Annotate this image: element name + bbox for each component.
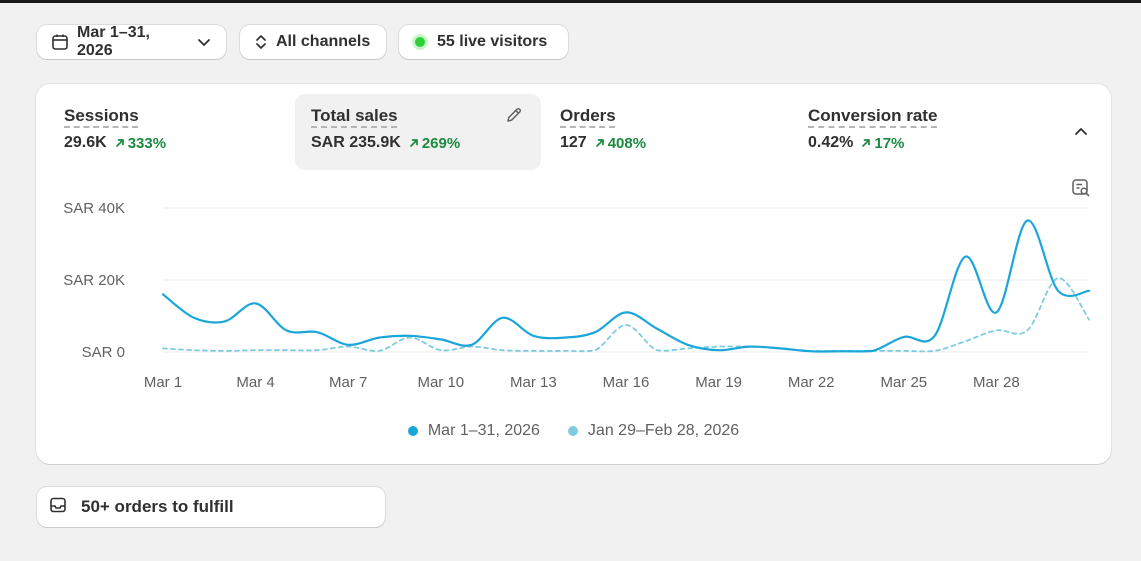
orders-to-fulfill-label: 50+ orders to fulfill (81, 497, 234, 516)
inbox-icon (49, 496, 67, 519)
x-tick-label: Mar 25 (880, 374, 927, 391)
orders-to-fulfill-button[interactable]: 50+ orders to fulfill (37, 487, 385, 527)
series-line-current (161, 219, 1091, 353)
metric-sessions[interactable]: Sessions 29.6K 333% (48, 94, 294, 170)
legend-dot-current (407, 426, 418, 436)
x-tick-label: Mar 13 (510, 374, 557, 391)
sort-arrows-icon (254, 33, 268, 51)
metric-change: 269% (409, 135, 460, 152)
metric-change: 17% (861, 135, 904, 152)
metric-orders[interactable]: Orders 127 408% (544, 94, 790, 170)
legend-label-current: Mar 1–31, 2026 (427, 422, 540, 439)
y-tick-label: SAR 0 (82, 344, 125, 361)
x-tick-label: Mar 7 (329, 374, 367, 391)
live-visitors-button[interactable]: 55 live visitors (399, 25, 568, 59)
y-tick-label: SAR 20K (63, 272, 125, 289)
channel-filter[interactable]: All channels (240, 25, 386, 59)
live-indicator-dot (415, 37, 425, 47)
channel-filter-label: All channels (276, 33, 371, 50)
x-tick-label: Mar 28 (973, 374, 1020, 391)
metric-value: SAR 235.9K (311, 134, 401, 151)
metric-change-value: 269% (421, 134, 461, 152)
calendar-icon (51, 33, 69, 51)
legend-item-previous[interactable]: Jan 29–Feb 28, 2026 (567, 422, 740, 440)
metric-value: 127 (560, 134, 587, 151)
metric-change-value: 333% (127, 134, 167, 152)
metric-total-sales[interactable]: Total sales SAR 235.9K 269% (295, 94, 541, 170)
y-tick-label: SAR 40K (63, 200, 125, 217)
arrow-up-right-icon (409, 139, 418, 147)
metric-value: 29.6K (64, 134, 107, 151)
legend-label-previous: Jan 29–Feb 28, 2026 (587, 422, 740, 439)
metric-change: 333% (115, 135, 166, 152)
metric-value: 0.42% (808, 134, 854, 151)
metric-conversion-rate[interactable]: Conversion rate 0.42% 17% (792, 94, 1038, 170)
x-tick-label: Mar 10 (417, 374, 464, 391)
x-tick-label: Mar 22 (788, 374, 835, 391)
arrow-up-right-icon (115, 139, 124, 147)
metric-label: Orders (560, 106, 616, 125)
arrow-up-right-icon (862, 139, 871, 147)
metric-label: Sessions (64, 106, 139, 125)
legend-item-current[interactable]: Mar 1–31, 2026 (407, 422, 540, 440)
x-tick-label: Mar 1 (144, 374, 182, 391)
date-range-label: Mar 1–31, 2026 (77, 24, 150, 59)
sales-chart: SAR 0 SAR 20K SAR 40K Mar 1 Mar 4 Mar 7 Mar 10… (63, 200, 1091, 391)
arrow-up-right-icon (595, 139, 604, 147)
analytics-card: SAR 0 SAR 20K SAR 40K Mar 1 Mar 4 Mar 7 Mar 10… (36, 84, 1111, 464)
chart-legend: Mar 1–31, 2026 Jan 29–Feb 28, 2026 (36, 422, 1111, 440)
chart-search-icon[interactable] (1071, 178, 1091, 203)
live-visitors-label: 55 live visitors (437, 33, 548, 50)
x-tick-label: Mar 16 (603, 374, 650, 391)
series-line-previous (162, 277, 1090, 353)
chevron-up-icon[interactable] (1073, 124, 1089, 145)
metric-change: 408% (595, 135, 646, 152)
x-tick-label: Mar 4 (236, 374, 274, 391)
x-tick-label: Mar 19 (695, 374, 742, 391)
date-range-picker[interactable]: Mar 1–31, 2026 (37, 24, 226, 59)
metric-label: Conversion rate (808, 106, 938, 125)
metric-change-value: 17% (874, 134, 905, 152)
top-border (0, 0, 1141, 3)
legend-dot-previous (567, 426, 578, 436)
pencil-icon[interactable] (505, 106, 523, 129)
chevron-down-icon (196, 34, 212, 50)
metric-label: Total sales (311, 106, 398, 125)
metric-change-value: 408% (607, 134, 647, 152)
